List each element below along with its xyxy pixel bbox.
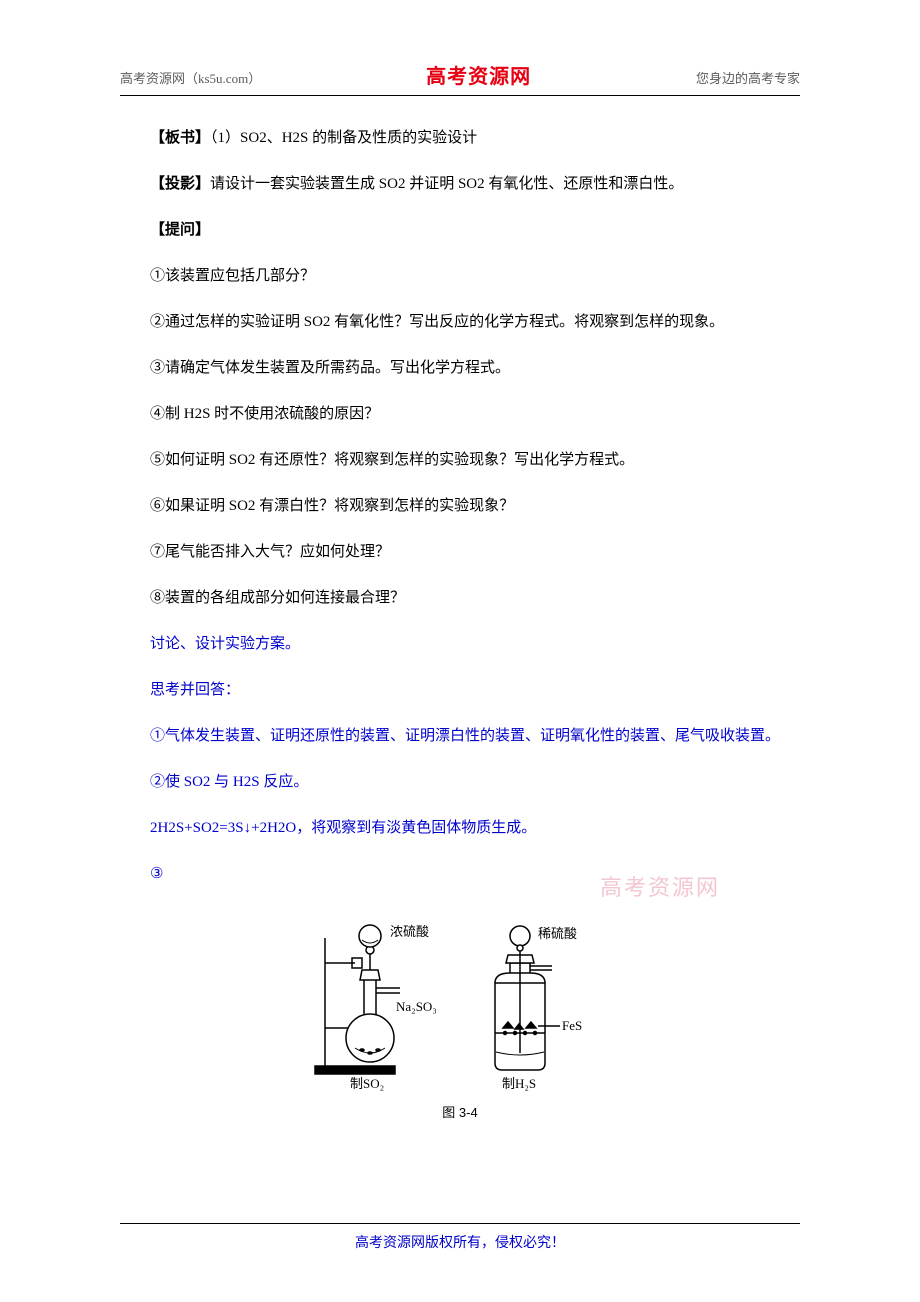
document-page: 高考资源网（ks5u.com） 高考资源网 您身边的高考专家 【板书】（1）SO… [0, 0, 920, 1302]
paragraph-projection: 【投影】请设计一套实验装置生成 SO2 并证明 SO2 有氧化性、还原性和漂白性… [120, 172, 800, 196]
label-na2so3: Na₂SO₃ [396, 999, 437, 1014]
answer-3: 2H2S+SO2=3S↓+2H2O，将观察到有淡黄色固体物质生成。 [120, 816, 800, 840]
label-make-h2s: 制H₂S [502, 1076, 536, 1091]
header-left: 高考资源网（ks5u.com） [120, 68, 261, 87]
answer-2: ②使 SO2 与 H2S 反应。 [120, 770, 800, 794]
answer-4: ③ [120, 862, 800, 886]
paragraph-board: 【板书】（1）SO2、H2S 的制备及性质的实验设计 [120, 126, 800, 150]
text-board: （1）SO2、H2S 的制备及性质的实验设计 [210, 130, 477, 146]
page-header: 高考资源网（ks5u.com） 高考资源网 您身边的高考专家 [120, 60, 800, 96]
question-6: ⑥如果证明 SO2 有漂白性？将观察到怎样的实验现象？ [120, 494, 800, 518]
question-1: ①该装置应包括几部分？ [120, 264, 800, 288]
question-8: ⑧装置的各组成部分如何连接最合理？ [120, 586, 800, 610]
text-projection: 请设计一套实验装置生成 SO2 并证明 SO2 有氧化性、还原性和漂白性。 [210, 176, 683, 192]
diagram-caption: 图 3-4 [300, 1102, 620, 1121]
label-conc-acid: 浓硫酸 [390, 924, 429, 939]
label-projection: 【投影】 [150, 176, 210, 192]
header-center-logo: 高考资源网 [426, 60, 531, 89]
label-board: 【板书】 [150, 130, 210, 146]
right-apparatus [495, 926, 560, 1070]
question-3: ③请确定气体发生装置及所需药品。写出化学方程式。 [120, 356, 800, 380]
think-line: 思考并回答： [120, 678, 800, 702]
question-7: ⑦尾气能否排入大气？应如何处理？ [120, 540, 800, 564]
label-dilute-acid: 稀硫酸 [538, 926, 577, 941]
label-make-so2: 制SO₂ [350, 1076, 384, 1091]
diagram-svg: 浓硫酸 Na₂SO₃ 制SO₂ [300, 908, 620, 1098]
header-right: 您身边的高考专家 [696, 68, 800, 87]
discuss-line: 讨论、设计实验方案。 [120, 632, 800, 656]
question-2: ②通过怎样的实验证明 SO2 有氧化性？写出反应的化学方程式。将观察到怎样的现象… [120, 310, 800, 334]
label-fes: FeS [562, 1018, 582, 1033]
page-footer: 高考资源网版权所有，侵权必究！ [120, 1223, 800, 1252]
apparatus-diagram: 浓硫酸 Na₂SO₃ 制SO₂ [120, 908, 800, 1122]
label-question: 【提问】 [120, 218, 800, 242]
question-5: ⑤如何证明 SO2 有还原性？将观察到怎样的实验现象？写出化学方程式。 [120, 448, 800, 472]
answer-1: ①气体发生装置、证明还原性的装置、证明漂白性的装置、证明氧化性的装置、尾气吸收装… [120, 724, 800, 748]
left-apparatus [315, 925, 400, 1074]
question-4: ④制 H2S 时不使用浓硫酸的原因？ [120, 402, 800, 426]
